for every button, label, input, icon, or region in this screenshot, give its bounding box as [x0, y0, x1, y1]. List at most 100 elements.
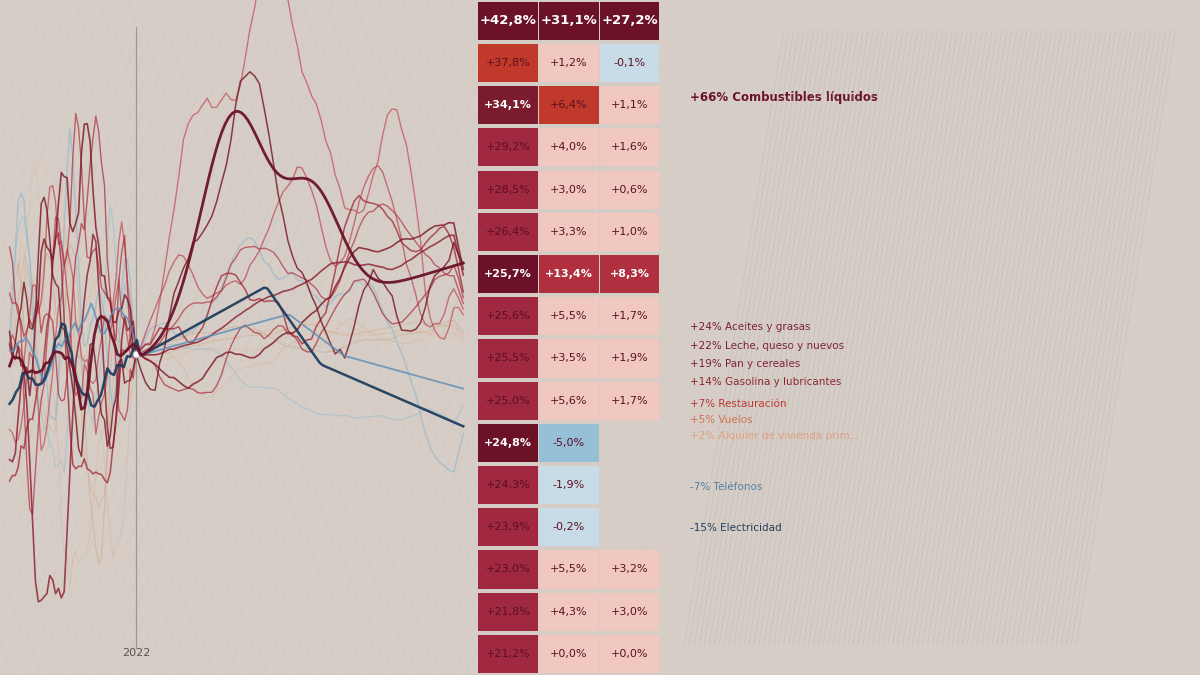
Bar [600, 381, 660, 420]
Text: +1,9%: +1,9% [611, 354, 648, 363]
Text: +3,0%: +3,0% [550, 184, 588, 194]
Bar [539, 424, 599, 462]
Text: +21,8%: +21,8% [486, 607, 530, 617]
Bar [600, 213, 660, 251]
Text: +26,4%: +26,4% [486, 227, 530, 237]
Text: +3,0%: +3,0% [611, 607, 648, 617]
Text: +66% Combustibles líquidos: +66% Combustibles líquidos [690, 91, 878, 105]
Text: +3,5%: +3,5% [550, 354, 588, 363]
Bar [600, 634, 660, 673]
Text: +13,4%: +13,4% [545, 269, 593, 279]
Text: +27,2%: +27,2% [601, 14, 658, 28]
Bar [478, 550, 538, 589]
Text: -15% Electricidad: -15% Electricidad [690, 523, 781, 533]
Text: +1,6%: +1,6% [611, 142, 648, 153]
Text: +2% Alquiler de vivienda prim...: +2% Alquiler de vivienda prim... [690, 431, 859, 441]
Text: +3,3%: +3,3% [550, 227, 588, 237]
Bar [539, 255, 599, 293]
Bar [600, 340, 660, 377]
Text: -0,1%: -0,1% [613, 58, 646, 68]
Bar [600, 508, 660, 546]
Text: -7% Teléfonos: -7% Teléfonos [690, 483, 762, 492]
Text: +28,5%: +28,5% [486, 184, 530, 194]
Text: +24% Aceites y grasas: +24% Aceites y grasas [690, 323, 810, 332]
Text: +0,0%: +0,0% [611, 649, 648, 659]
Bar [539, 340, 599, 377]
Text: +25,6%: +25,6% [486, 311, 530, 321]
Text: +1,1%: +1,1% [611, 100, 648, 110]
Bar [478, 86, 538, 124]
Text: +19% Pan y cereales: +19% Pan y cereales [690, 359, 800, 369]
Text: +25,0%: +25,0% [486, 396, 530, 406]
Text: 2022: 2022 [122, 648, 150, 658]
Text: +5,5%: +5,5% [550, 311, 588, 321]
Bar [539, 171, 599, 209]
Bar [600, 86, 660, 124]
Bar [478, 128, 538, 167]
Bar [600, 128, 660, 167]
Text: +21,2%: +21,2% [486, 649, 530, 659]
Text: +34,1%: +34,1% [484, 100, 532, 110]
Text: +5% Vuelos: +5% Vuelos [690, 415, 752, 425]
Text: +6,4%: +6,4% [550, 100, 588, 110]
Text: +14% Gasolina y lubricantes: +14% Gasolina y lubricantes [690, 377, 841, 387]
Bar [478, 508, 538, 546]
Text: +7% Restauración: +7% Restauración [690, 399, 786, 408]
Text: +24,8%: +24,8% [484, 438, 532, 448]
Text: -1,9%: -1,9% [553, 480, 584, 490]
Bar [600, 550, 660, 589]
Text: +4,3%: +4,3% [550, 607, 588, 617]
Bar [478, 466, 538, 504]
Bar [478, 171, 538, 209]
Text: +25,5%: +25,5% [486, 354, 530, 363]
Bar [539, 634, 599, 673]
Bar [478, 213, 538, 251]
Text: +3,2%: +3,2% [611, 564, 648, 574]
Bar [539, 213, 599, 251]
Bar [539, 44, 599, 82]
Bar [478, 381, 538, 420]
Bar [600, 171, 660, 209]
Bar [539, 550, 599, 589]
Bar [478, 44, 538, 82]
Text: +1,0%: +1,0% [611, 227, 648, 237]
Text: +5,6%: +5,6% [550, 396, 588, 406]
Text: +31,1%: +31,1% [540, 14, 598, 28]
Bar [478, 2, 538, 40]
Bar [539, 297, 599, 335]
Text: +1,7%: +1,7% [611, 396, 648, 406]
Text: +42,8%: +42,8% [480, 14, 536, 28]
Text: +0,0%: +0,0% [550, 649, 588, 659]
Text: +24,3%: +24,3% [486, 480, 530, 490]
Bar [478, 634, 538, 673]
Text: +1,2%: +1,2% [550, 58, 588, 68]
Bar [478, 593, 538, 630]
Bar [600, 255, 660, 293]
Bar [600, 466, 660, 504]
Bar [539, 381, 599, 420]
Text: +23,9%: +23,9% [486, 522, 530, 533]
Text: +22% Leche, queso y nuevos: +22% Leche, queso y nuevos [690, 341, 844, 350]
Text: +37,8%: +37,8% [486, 58, 530, 68]
Text: +25,7%: +25,7% [484, 269, 532, 279]
Bar [539, 128, 599, 167]
Text: +23,0%: +23,0% [486, 564, 530, 574]
Text: +4,0%: +4,0% [550, 142, 588, 153]
Bar [478, 297, 538, 335]
Bar [478, 255, 538, 293]
Text: +1,7%: +1,7% [611, 311, 648, 321]
Bar [600, 2, 660, 40]
Bar [478, 424, 538, 462]
Bar [539, 508, 599, 546]
Text: +29,2%: +29,2% [486, 142, 530, 153]
Text: +0,6%: +0,6% [611, 184, 648, 194]
Text: +5,5%: +5,5% [550, 564, 588, 574]
Bar [600, 424, 660, 462]
Bar [478, 340, 538, 377]
Text: -5,0%: -5,0% [553, 438, 584, 448]
Text: +8,3%: +8,3% [610, 269, 649, 279]
Bar [600, 297, 660, 335]
Bar [539, 2, 599, 40]
Text: -0,2%: -0,2% [553, 522, 584, 533]
Bar [539, 466, 599, 504]
